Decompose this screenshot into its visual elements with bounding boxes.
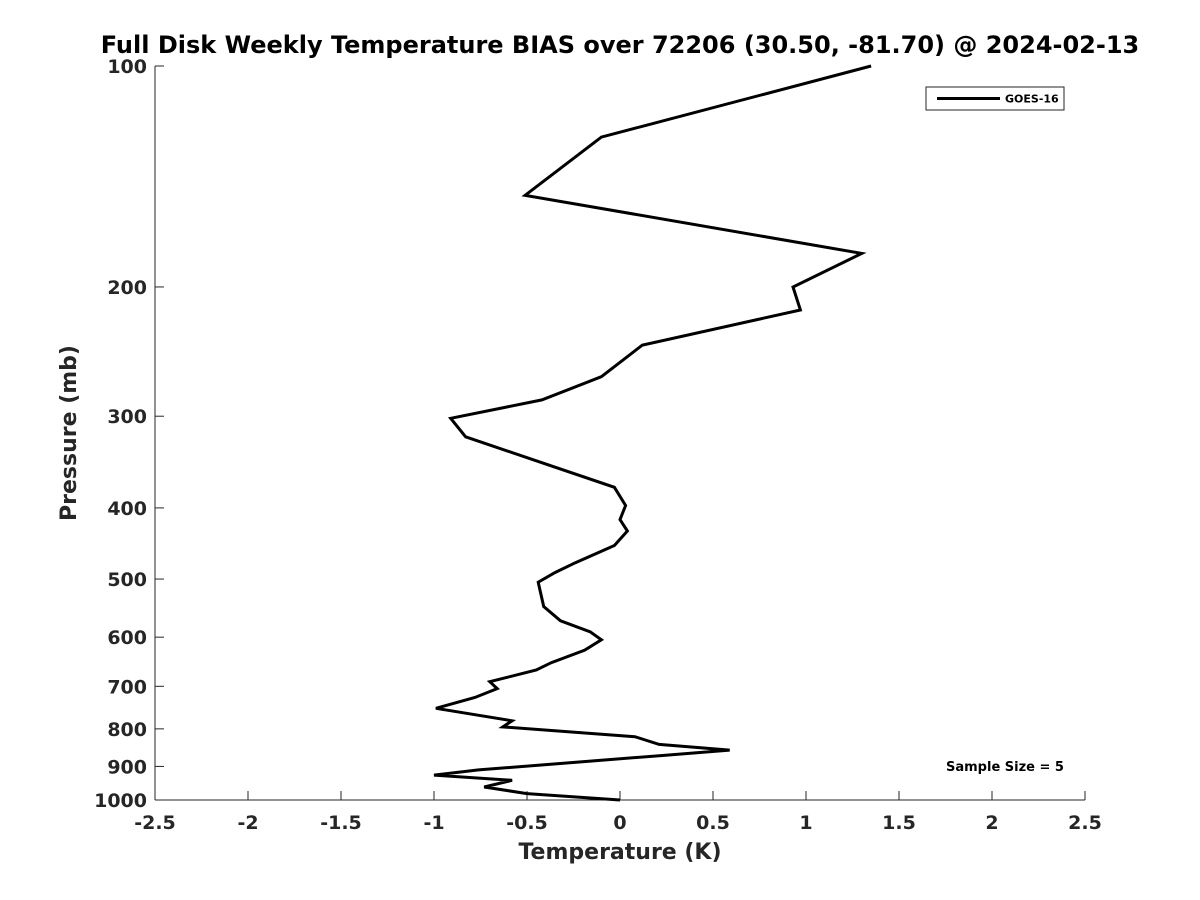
x-tick-label: 0 bbox=[613, 812, 626, 834]
x-axis-label: Temperature (K) bbox=[518, 840, 721, 865]
x-tick-label: 2 bbox=[985, 812, 998, 834]
chart-title: Full Disk Weekly Temperature BIAS over 7… bbox=[101, 31, 1140, 59]
y-tick-label: 800 bbox=[107, 719, 147, 741]
x-tick-label: 2.5 bbox=[1068, 812, 1102, 834]
y-axis-label: Pressure (mb) bbox=[57, 345, 82, 521]
y-tick-label: 400 bbox=[107, 498, 147, 520]
y-tick-label: 900 bbox=[107, 756, 147, 778]
series-line-goes-16 bbox=[433, 64, 872, 802]
x-tick-label: -1.5 bbox=[320, 812, 362, 834]
y-tick-label: 500 bbox=[107, 569, 147, 591]
x-tick-label: -0.5 bbox=[506, 812, 548, 834]
axes bbox=[154, 66, 1085, 801]
y-tick-label: 1000 bbox=[94, 790, 147, 812]
y-ticks: 100 200 300 400 500 600 700 800 900 1000 bbox=[94, 56, 164, 812]
y-tick-label: 600 bbox=[107, 627, 147, 649]
x-tick-label: 1 bbox=[799, 812, 812, 834]
x-tick-label: 1.5 bbox=[882, 812, 916, 834]
y-tick-label: 200 bbox=[107, 277, 147, 299]
legend-label-goes-16: GOES-16 bbox=[1005, 93, 1059, 106]
y-tick-label: 100 bbox=[107, 56, 147, 78]
legend: GOES-16 bbox=[925, 86, 1065, 111]
y-tick-label: 300 bbox=[107, 406, 147, 428]
x-tick-label: -1 bbox=[423, 812, 444, 834]
x-tick-label: -2 bbox=[237, 812, 258, 834]
sample-size-annotation: Sample Size = 5 bbox=[946, 760, 1064, 775]
y-tick-label: 700 bbox=[107, 676, 147, 698]
x-tick-label: -2.5 bbox=[134, 812, 176, 834]
x-tick-label: 0.5 bbox=[696, 812, 730, 834]
series-group bbox=[433, 64, 872, 802]
x-ticks: -2.5 -2 -1.5 -1 -0.5 0 0.5 1 1.5 2 2.5 bbox=[134, 791, 1102, 834]
